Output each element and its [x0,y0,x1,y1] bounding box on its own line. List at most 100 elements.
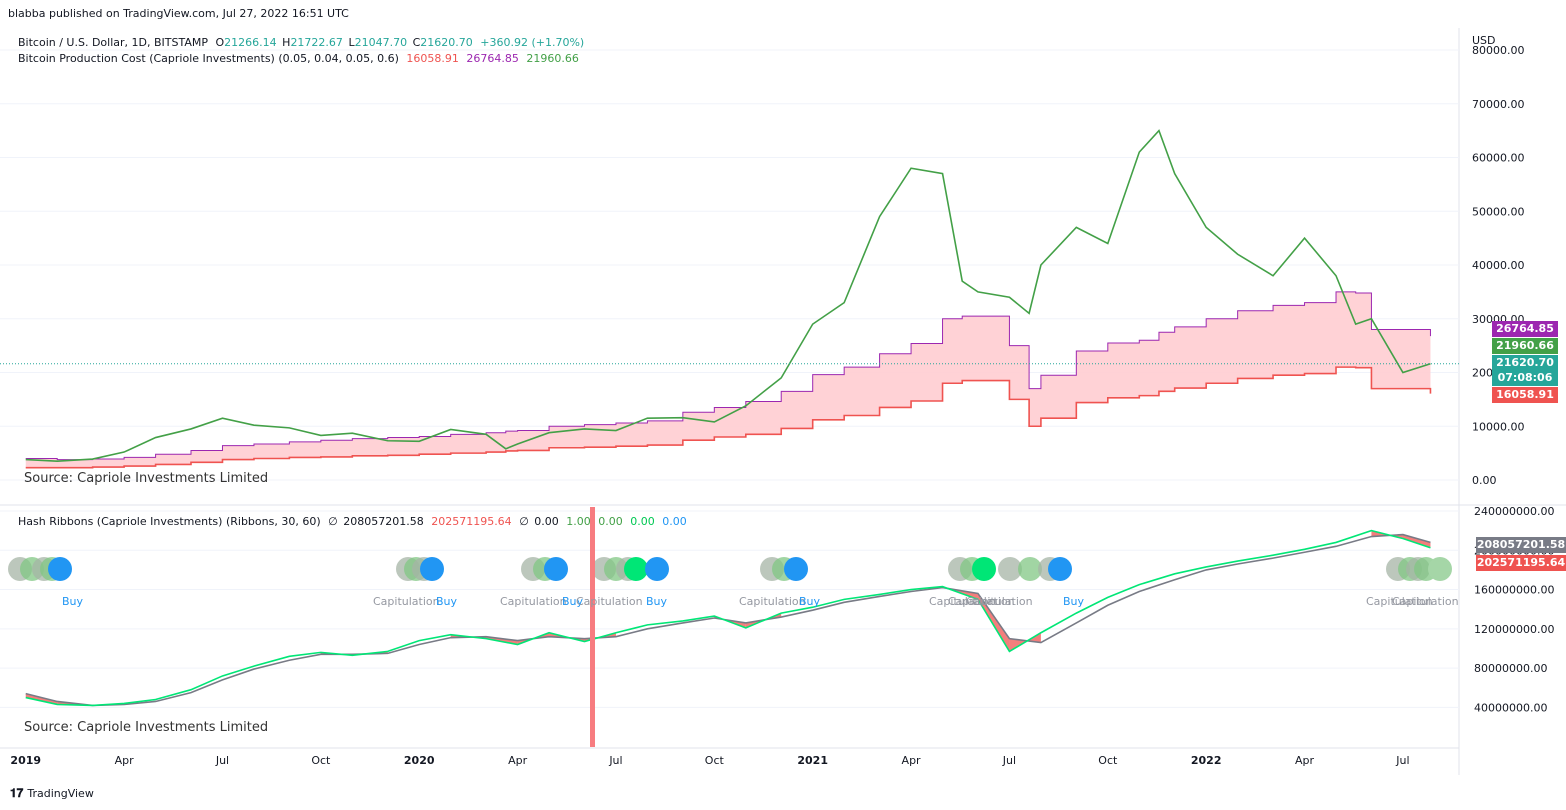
hash-v3: ∅ [519,515,529,528]
price-tag-lower: 16058.91 [1492,387,1558,403]
time-axis: 2019 Apr Jul Oct 2020 Apr Jul Oct 2021 Apr Jul Oct 2… [10,754,1409,767]
signal-label: Capitulation [576,595,643,608]
signal-label: Buy [646,595,668,608]
signal-label: Capitulation [948,595,1015,608]
production-cost-upper-line [25,291,1431,461]
signal-label: Capitulation [373,595,440,608]
cursor-highlight [590,507,595,747]
time-tick-label: 2021 [797,754,828,767]
hash-tick-label: 40000000.00 [1474,701,1547,714]
time-tick-label: Apr [902,754,922,767]
price-lines [0,129,1459,469]
hash-v6: 0.00 [598,515,623,528]
publish-info: blabba published on TradingView.com, Jul… [8,7,349,20]
time-tick-label: Apr [1295,754,1315,767]
signal-dot [1048,557,1072,581]
currency-label: USD [1472,34,1496,47]
open-label: O [215,36,225,49]
time-tick-label: 2022 [1191,754,1222,767]
hash-v2: 202571195.64 [431,515,512,528]
signal-dot [645,557,669,581]
production-cost-lower-line [25,366,1432,469]
hash-symbol: ∅ [328,515,338,528]
brand-name: TradingView [27,787,94,800]
indicator-v1: 16058.91 [406,52,459,65]
price-tick-label: 80000.00 [1472,44,1525,57]
symbol-name: Bitcoin / U.S. Dollar, 1D, BITSTAMP [18,36,208,49]
production-cost-band [25,291,1431,468]
hash-legend[interactable]: Hash Ribbons (Capriole Investments) (Rib… [18,515,687,528]
price-tag-mid: 21960.66 [1492,338,1558,354]
price-tick-label: 70000.00 [1472,98,1525,111]
signal-dot [48,557,72,581]
signal-label: Buy [562,595,584,608]
hash-tag-30d: 202571195.64 [1476,555,1566,571]
hash-v7: 0.00 [630,515,655,528]
hash-indicator-name: Hash Ribbons (Capriole Investments) (Rib… [18,515,321,528]
time-tick-label: Oct [1098,754,1118,767]
btc-price-line [25,129,1431,462]
hash-tick-label: 160000000.00 [1474,584,1554,597]
hash-tick-label: 120000000.00 [1474,623,1554,636]
time-tick-label: Oct [311,754,331,767]
price-tick-label: 50000.00 [1472,205,1525,218]
hash-v1: 208057201.58 [343,515,424,528]
time-tick-label: Jul [1395,754,1409,767]
close-value: 21620.70 [420,36,473,49]
production-cost-fill [25,291,1431,468]
indicator-legend[interactable]: Bitcoin Production Cost (Capriole Invest… [18,52,579,65]
price-tick-label: 60000.00 [1472,152,1525,165]
hash-30d-line [25,529,1431,707]
signal-label: Buy [1063,595,1085,608]
hash-v4: 0.00 [534,515,559,528]
price-tag-close: 21620.70 [1492,355,1558,371]
price-tick-label: 10000.00 [1472,420,1525,433]
price-tag-upper: 26764.85 [1492,321,1558,337]
signal-label: Capitulation [500,595,567,608]
time-tick-label: Oct [705,754,725,767]
signal-dot [1018,557,1042,581]
signal-dot [972,557,996,581]
signal-dot [784,557,808,581]
low-label: L [348,36,355,49]
price-tick-label: 0.00 [1472,474,1497,487]
signal-markers [8,557,1452,581]
indicator-name: Bitcoin Production Cost (Capriole Invest… [18,52,399,65]
time-tick-label: Jul [608,754,622,767]
signal-label: Buy [799,595,821,608]
indicator-v2: 26764.85 [466,52,519,65]
price-source-note: Source: Capriole Investments Limited [24,471,269,486]
price-axis: 0.0010000.0020000.0030000.0040000.005000… [1472,44,1525,487]
high-label: H [282,36,291,49]
signal-label: Buy [62,595,84,608]
tradingview-logo-icon: 𝟏𝟕 [10,786,24,800]
hash-tag-60d: 208057201.58 [1476,537,1566,553]
symbol-legend[interactable]: Bitcoin / U.S. Dollar, 1D, BITSTAMP O212… [18,36,584,49]
hash-grid [0,510,1459,708]
close-label: C [412,36,421,49]
signal-dot [420,557,444,581]
time-tick-label: 2020 [404,754,435,767]
capitulation-fill [1402,534,1431,548]
open-value: 21266.14 [224,36,277,49]
signal-label: Buy [436,595,458,608]
hash-v8: 0.00 [662,515,687,528]
time-tick-label: Jul [1002,754,1016,767]
indicator-v3: 21960.66 [526,52,579,65]
signal-dot [998,557,1022,581]
time-tick-label: 2019 [10,754,41,767]
change-value: +360.92 (+1.70%) [480,36,585,49]
time-tick-label: Apr [508,754,528,767]
signal-label: Capitulation [1392,595,1459,608]
signal-dot [544,557,568,581]
hash-axis: 40000000.00 80000000.00 120000000.00 160000… [1474,505,1554,714]
signal-dot [1428,557,1452,581]
signal-label: Capitulation [966,595,1033,608]
hash-lines [25,529,1431,707]
signal-dot [624,557,648,581]
low-value: 21047.70 [354,36,408,49]
hash-v5: 1.00 [566,515,591,528]
tradingview-brand[interactable]: 𝟏𝟕 TradingView [10,786,94,801]
time-tick-label: Apr [115,754,135,767]
